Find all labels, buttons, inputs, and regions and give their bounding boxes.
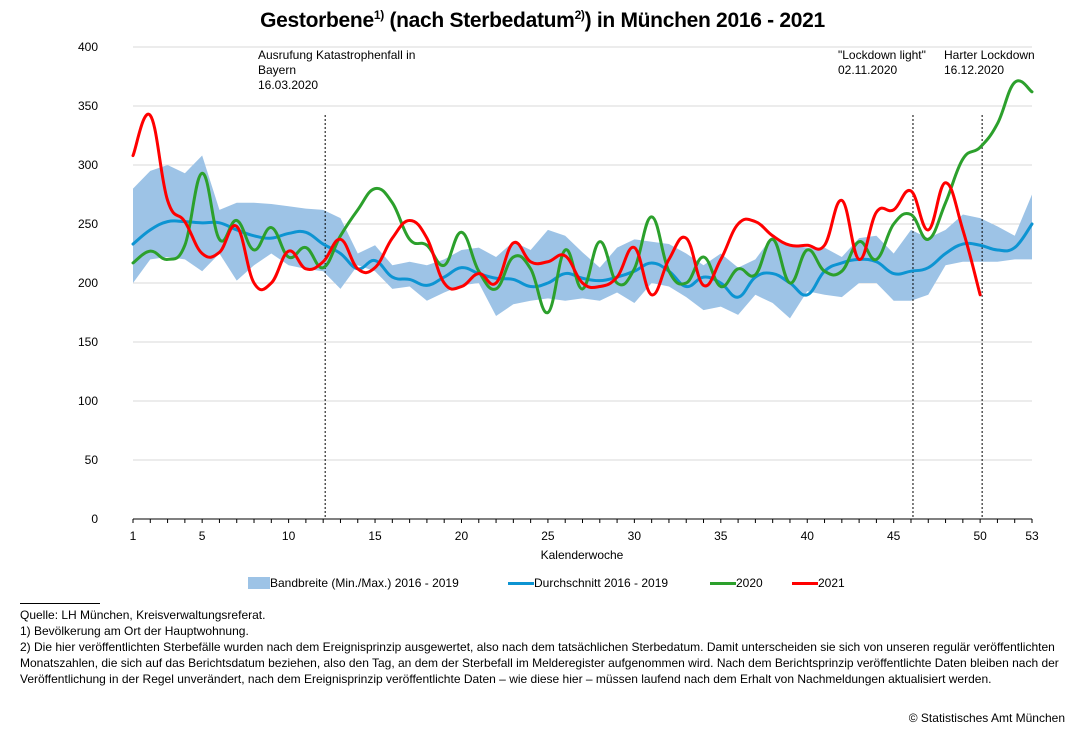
copyright: © Statistisches Amt München (908, 711, 1065, 725)
series-2021 (131, 112, 982, 297)
legend-swatch-average (508, 581, 534, 585)
series-average-2016-2019 (131, 219, 1034, 299)
legend-item-2021: 2021 (792, 576, 845, 590)
title-end: ) in München 2016 - 2021 (584, 9, 826, 32)
x-tick-label: 30 (628, 529, 642, 543)
y-tick-label: 300 (78, 158, 98, 172)
x-tick-label: 10 (282, 529, 296, 543)
legend-swatch-2021 (792, 581, 818, 585)
legend-item-2020: 2020 (710, 576, 763, 590)
x-tick-label: 5 (199, 529, 206, 543)
y-tick-label: 250 (78, 217, 98, 231)
legend-swatch-band (248, 577, 270, 589)
footnote-1: 1) Bevölkerung am Ort der Hauptwohnung. (20, 624, 249, 638)
title-footnote-2: 2) (574, 8, 585, 22)
band-min-max (133, 155, 1032, 319)
x-tick-label: 1 (130, 529, 137, 543)
x-axis-label: Kalenderwoche (541, 548, 624, 562)
footnote-2: 2) Die hier veröffentlichten Sterbefälle… (20, 640, 1059, 686)
legend-swatch-2020 (710, 581, 736, 585)
legend-label: 2021 (818, 576, 845, 590)
footnotes: Quelle: LH München, Kreisverwaltungsrefe… (20, 603, 1070, 687)
x-tick-label: 50 (973, 529, 987, 543)
x-tick-label: 25 (541, 529, 555, 543)
y-tick-label: 100 (78, 394, 98, 408)
footnote-source: Quelle: LH München, Kreisverwaltungsrefe… (20, 608, 266, 622)
annotation-text: "Lockdown light" (838, 48, 926, 62)
y-tick-label: 150 (78, 335, 98, 349)
y-tick-label: 350 (78, 99, 98, 113)
event-lines (324, 115, 983, 519)
footnote-divider (20, 603, 100, 604)
annotations: Ausrufung Katastrophenfall inBayern16.03… (258, 48, 1035, 92)
series-layer (131, 79, 1034, 314)
annotation-text: 16.12.2020 (944, 63, 1004, 77)
x-tick-label: 45 (887, 529, 901, 543)
series-2020 (131, 79, 1034, 314)
legend-label: Bandbreite (Min./Max.) 2016 - 2019 (270, 576, 459, 590)
band-layer (133, 155, 1032, 319)
y-tick-label: 400 (78, 40, 98, 54)
x-tick-label: 15 (368, 529, 382, 543)
title-main: Gestorbene (260, 9, 374, 32)
title-footnote-1: 1) (373, 8, 384, 22)
y-tick-label: 200 (78, 276, 98, 290)
x-tick-label: 53 (1025, 529, 1039, 543)
annotation-text: Ausrufung Katastrophenfall in (258, 48, 415, 62)
annotation-text: Harter Lockdown (944, 48, 1035, 62)
y-tick-label: 0 (91, 512, 98, 526)
legend-item-average: Durchschnitt 2016 - 2019 (508, 576, 668, 590)
legend-label: Durchschnitt 2016 - 2019 (534, 576, 669, 590)
chart-title: Gestorbene1) (nach Sterbedatum2)) in Mün… (0, 8, 1085, 33)
annotation-text: Bayern (258, 63, 296, 77)
legend-label: 2020 (736, 576, 763, 590)
annotation-text: 02.11.2020 (838, 63, 897, 77)
title-mid: (nach Sterbedatum (383, 9, 575, 32)
x-tick-label: 20 (455, 529, 469, 543)
x-tick-label: 35 (714, 529, 728, 543)
x-tick-label: 40 (801, 529, 815, 543)
annotation-text: 16.03.2020 (258, 78, 318, 92)
legend-item-band: Bandbreite (Min./Max.) 2016 - 2019 (248, 576, 459, 590)
y-tick-label: 50 (85, 453, 99, 467)
